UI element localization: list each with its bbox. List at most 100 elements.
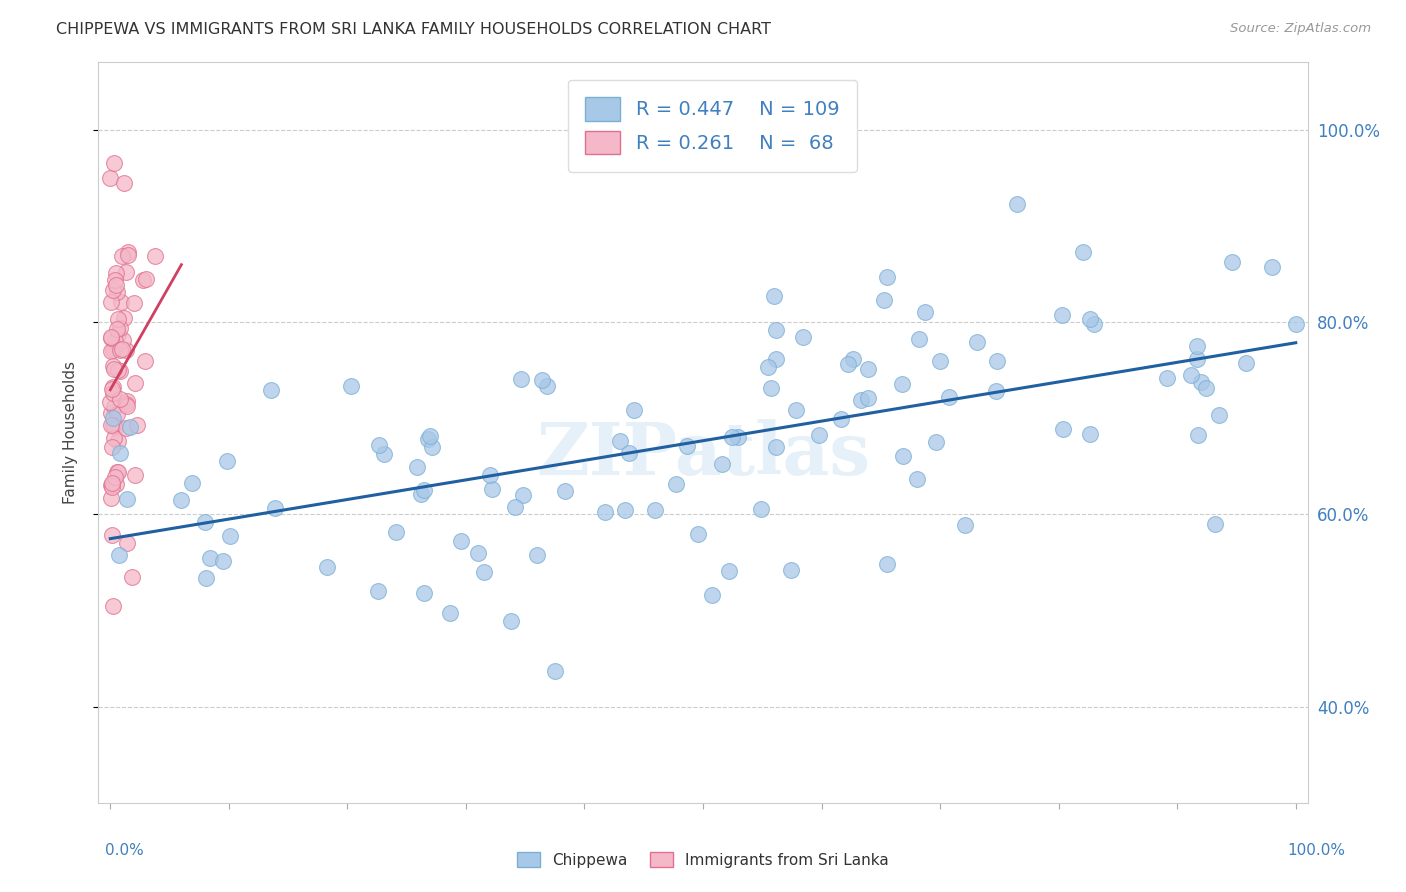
Point	[688, 527, 710, 541]
Point	[503, 500, 526, 515]
Point	[100, 527, 122, 541]
Point	[108, 364, 131, 378]
Point	[1080, 427, 1102, 442]
Point	[108, 343, 131, 358]
Point	[104, 278, 127, 293]
Point	[914, 305, 936, 319]
Point	[108, 392, 131, 406]
Y-axis label: Family Households: Family Households	[63, 361, 77, 504]
Point	[101, 475, 124, 490]
Point	[101, 284, 124, 298]
Point	[100, 344, 122, 359]
Point	[115, 420, 138, 434]
Point	[107, 327, 129, 342]
Point	[807, 428, 830, 442]
Point	[792, 330, 814, 344]
Text: Source: ZipAtlas.com: Source: ZipAtlas.com	[1230, 22, 1371, 36]
Point	[114, 176, 136, 190]
Point	[718, 564, 741, 578]
Point	[212, 554, 235, 568]
Point	[134, 354, 156, 368]
Point	[785, 402, 807, 417]
Point	[830, 412, 852, 426]
Text: 0.0%: 0.0%	[105, 843, 145, 858]
Point	[124, 376, 146, 391]
Point	[118, 420, 141, 434]
Point	[526, 549, 548, 563]
Point	[112, 311, 135, 326]
Point	[1052, 422, 1074, 436]
Point	[891, 376, 914, 391]
Point	[623, 403, 645, 417]
Point	[1234, 356, 1257, 370]
Point	[264, 501, 287, 516]
Point	[98, 395, 121, 409]
Point	[467, 546, 489, 560]
Point	[367, 583, 389, 598]
Point	[316, 559, 339, 574]
Point	[104, 273, 127, 287]
Point	[101, 418, 124, 433]
Point	[105, 465, 128, 479]
Point	[1007, 197, 1029, 211]
Point	[100, 406, 122, 420]
Point	[340, 379, 363, 393]
Point	[218, 528, 240, 542]
Point	[101, 382, 124, 396]
Point	[101, 359, 124, 373]
Point	[100, 478, 122, 492]
Point	[406, 459, 429, 474]
Point	[384, 525, 406, 540]
Point	[905, 472, 928, 486]
Point	[101, 440, 124, 454]
Point	[194, 515, 217, 529]
Point	[115, 536, 138, 550]
Legend: Chippewa, Immigrants from Sri Lanka: Chippewa, Immigrants from Sri Lanka	[509, 844, 897, 875]
Point	[100, 295, 122, 310]
Point	[765, 351, 787, 366]
Point	[101, 379, 124, 393]
Point	[107, 312, 129, 326]
Point	[105, 266, 128, 280]
Point	[104, 420, 127, 434]
Point	[409, 487, 432, 501]
Point	[108, 548, 131, 562]
Point	[762, 288, 785, 302]
Point	[104, 342, 127, 356]
Point	[543, 664, 565, 678]
Point	[100, 330, 122, 344]
Point	[700, 588, 723, 602]
Point	[195, 571, 218, 585]
Point	[105, 477, 128, 491]
Point	[554, 483, 576, 498]
Point	[100, 418, 122, 433]
Point	[756, 359, 779, 374]
Point	[1187, 428, 1209, 442]
Point	[420, 440, 443, 454]
Point	[103, 431, 125, 445]
Point	[117, 400, 139, 414]
Point	[419, 429, 441, 443]
Point	[644, 503, 666, 517]
Point	[613, 502, 636, 516]
Point	[1208, 408, 1230, 422]
Point	[1195, 381, 1218, 395]
Point	[110, 295, 132, 310]
Point	[103, 362, 125, 376]
Point	[121, 570, 143, 584]
Point	[751, 501, 773, 516]
Point	[104, 470, 127, 484]
Point	[1156, 370, 1178, 384]
Point	[416, 433, 439, 447]
Point	[479, 467, 502, 482]
Point	[1261, 260, 1284, 274]
Point	[761, 381, 783, 395]
Point	[100, 491, 122, 506]
Point	[876, 269, 898, 284]
Point	[100, 331, 122, 345]
Point	[412, 586, 434, 600]
Point	[779, 563, 801, 577]
Point	[1220, 255, 1243, 269]
Point	[1071, 245, 1094, 260]
Point	[1204, 516, 1226, 531]
